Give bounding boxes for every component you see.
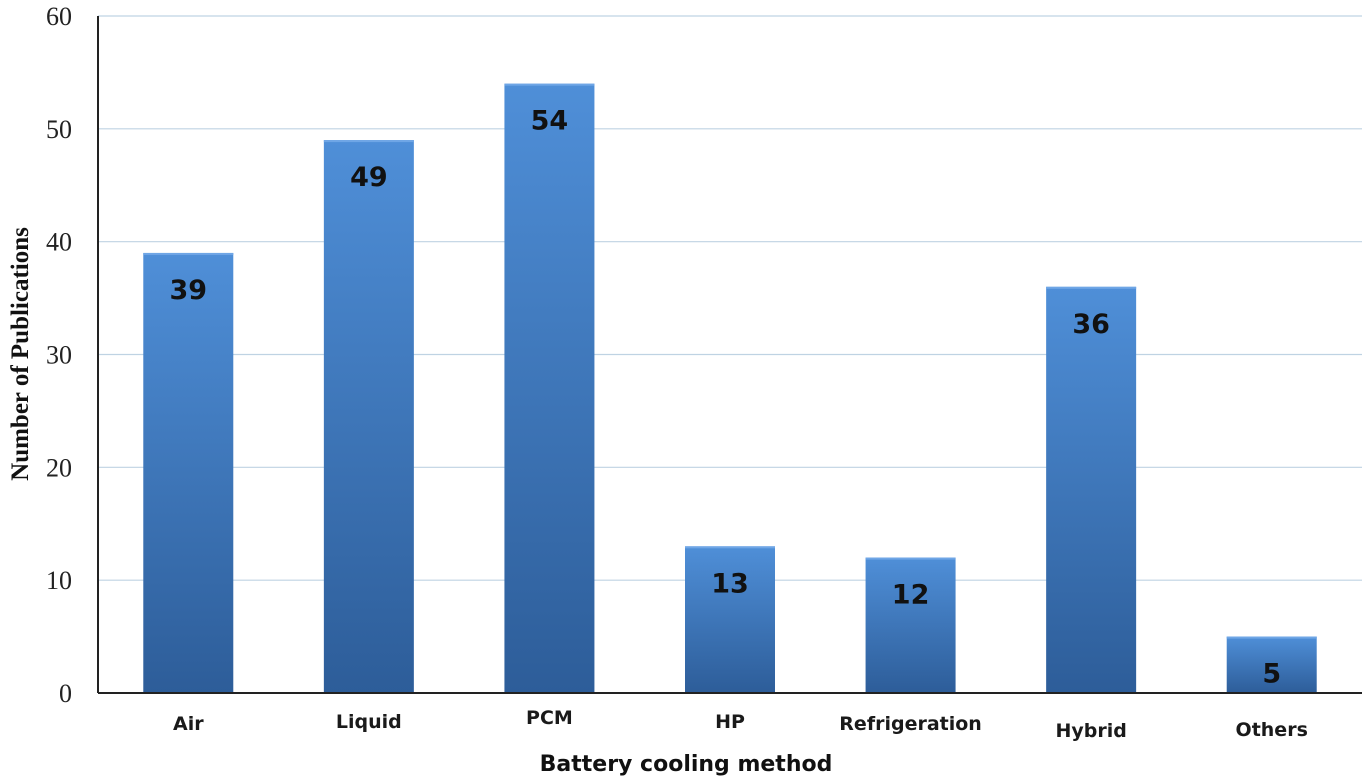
bar-top-edge bbox=[685, 546, 775, 549]
bar-pcm bbox=[504, 83, 595, 693]
bar-top-edge bbox=[323, 140, 414, 143]
data-label-pcm: 54 bbox=[531, 106, 569, 137]
y-tick-label: 0 bbox=[59, 679, 72, 708]
bar-top-edge bbox=[1226, 636, 1317, 639]
x-tick-label-liquid: Liquid bbox=[336, 711, 402, 733]
bar-top-edge bbox=[1046, 286, 1137, 289]
data-label-hybrid: 36 bbox=[1072, 309, 1110, 340]
gridlines bbox=[98, 15, 1362, 581]
x-tick-label-pcm: PCM bbox=[526, 707, 573, 729]
bar-hybrid bbox=[1046, 286, 1137, 693]
x-tick-label-hybrid: Hybrid bbox=[1055, 720, 1126, 742]
bar-top-edge bbox=[504, 83, 595, 86]
bar-top-edge bbox=[865, 557, 956, 560]
data-label-refrigeration: 12 bbox=[892, 580, 930, 611]
x-tick-label-refrigeration: Refrigeration bbox=[839, 713, 982, 735]
data-label-others: 5 bbox=[1262, 659, 1281, 690]
bar-top-edge bbox=[143, 252, 234, 255]
x-tick-label-hp: HP bbox=[715, 711, 745, 733]
bar-liquid bbox=[323, 140, 414, 693]
y-tick-labels: 0 10 20 30 40 50 60 bbox=[46, 2, 72, 708]
y-tick-label: 50 bbox=[46, 115, 72, 144]
data-label-liquid: 49 bbox=[350, 162, 388, 193]
y-tick-label: 10 bbox=[46, 566, 72, 595]
axes bbox=[97, 16, 1362, 694]
y-tick-label: 60 bbox=[46, 2, 72, 31]
bar-air bbox=[143, 252, 234, 693]
y-tick-label: 40 bbox=[46, 228, 72, 257]
y-axis-title: Number of Publications bbox=[7, 227, 34, 481]
bar-refrigeration bbox=[865, 557, 956, 693]
x-tick-label-air: Air bbox=[173, 713, 204, 735]
x-category-labels: Air Liquid PCM HP Refrigeration Hybrid Others bbox=[173, 707, 1308, 742]
bar-hp bbox=[685, 546, 775, 693]
x-axis-title: Battery cooling method bbox=[540, 752, 833, 777]
y-tick-label: 20 bbox=[46, 453, 72, 482]
data-labels: 39 49 54 13 12 36 5 bbox=[169, 106, 1281, 690]
y-tick-label: 30 bbox=[46, 341, 72, 370]
data-label-air: 39 bbox=[169, 275, 207, 306]
x-tick-label-others: Others bbox=[1236, 719, 1308, 741]
data-label-hp: 13 bbox=[711, 568, 749, 599]
bars bbox=[143, 83, 1317, 693]
bar-others bbox=[1226, 636, 1317, 693]
